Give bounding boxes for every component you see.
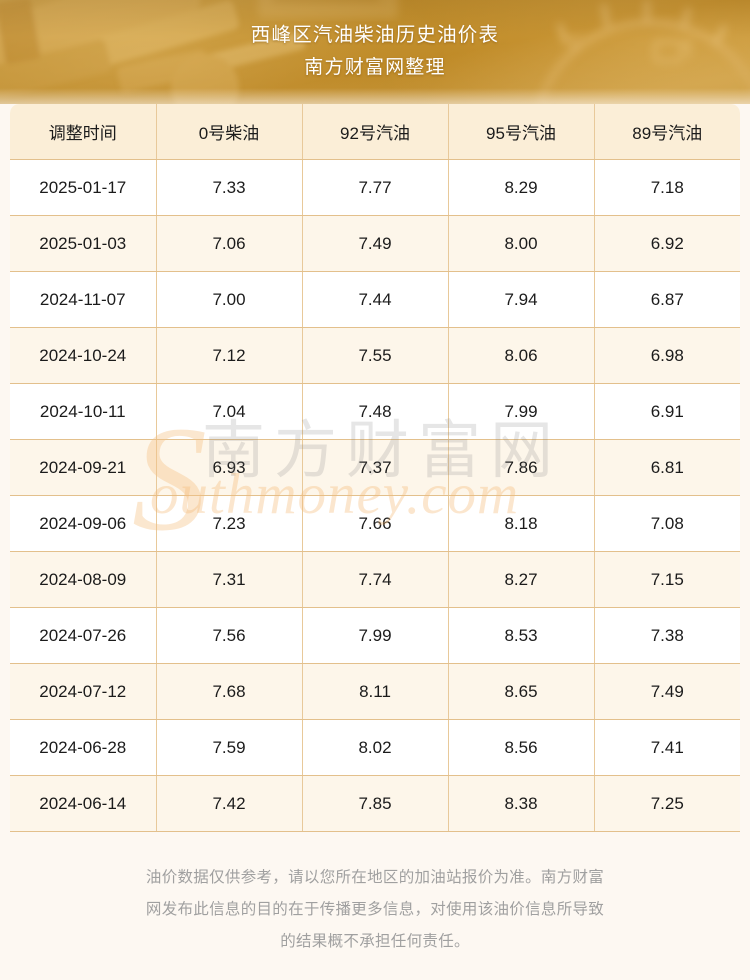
cell-gas89: 7.15 — [594, 551, 740, 608]
cell-diesel0: 7.04 — [156, 383, 303, 440]
column-header-gas89: 89号汽油 — [594, 104, 740, 160]
cell-gas89: 7.18 — [594, 159, 740, 216]
page-title: 西峰区汽油柴油历史油价表 — [250, 24, 500, 46]
column-header-gas92: 92号汽油 — [302, 104, 449, 160]
table-row: 2025-01-03 7.06 7.49 8.00 6.92 — [10, 215, 740, 272]
column-header-diesel0: 0号柴油 — [156, 104, 303, 160]
table-header-row: 调整时间 0号柴油 92号汽油 95号汽油 89号汽油 — [10, 104, 740, 160]
column-header-date: 调整时间 — [10, 104, 157, 160]
cell-date: 2024-07-12 — [10, 663, 157, 720]
cell-date: 2025-01-17 — [10, 159, 157, 216]
cell-gas92: 7.77 — [302, 159, 449, 216]
page-header-banner: F 西峰区汽油柴油历史油价表 南方财富网整理 — [0, 0, 750, 104]
cell-gas89: 6.98 — [594, 327, 740, 384]
cell-diesel0: 7.00 — [156, 271, 303, 328]
cell-diesel0: 7.59 — [156, 719, 303, 776]
cell-gas95: 8.18 — [448, 495, 595, 552]
cell-gas92: 7.48 — [302, 383, 449, 440]
fuel-price-history-table: 调整时间 0号柴油 92号汽油 95号汽油 89号汽油 2025-01-17 7.… — [10, 104, 740, 832]
cell-gas95: 8.65 — [448, 663, 595, 720]
cell-gas92: 7.49 — [302, 215, 449, 272]
cell-date: 2024-11-07 — [10, 271, 157, 328]
cell-date: 2024-09-06 — [10, 495, 157, 552]
cell-gas95: 7.86 — [448, 439, 595, 496]
cell-gas95: 8.38 — [448, 775, 595, 832]
table-row: 2024-06-28 7.59 8.02 8.56 7.41 — [10, 719, 740, 776]
cell-gas89: 7.38 — [594, 607, 740, 664]
cell-date: 2024-06-28 — [10, 719, 157, 776]
cell-gas95: 8.27 — [448, 551, 595, 608]
cell-gas89: 6.81 — [594, 439, 740, 496]
banner-overlay-gradient — [0, 0, 750, 104]
cell-gas95: 8.06 — [448, 327, 595, 384]
cell-date: 2025-01-03 — [10, 215, 157, 272]
cell-diesel0: 7.31 — [156, 551, 303, 608]
table-row: 2024-09-06 7.23 7.66 8.18 7.08 — [10, 495, 740, 552]
cell-gas92: 7.66 — [302, 495, 449, 552]
cell-gas92: 7.55 — [302, 327, 449, 384]
cell-gas95: 7.99 — [448, 383, 595, 440]
disclaimer-footer: 油价数据仅供参考，请以您所在地区的加油站报价为准。南方财富 网发布此信息的目的在… — [0, 862, 750, 958]
cell-gas95: 7.94 — [448, 271, 595, 328]
table-row: 2024-06-14 7.42 7.85 8.38 7.25 — [10, 775, 740, 832]
cell-diesel0: 7.33 — [156, 159, 303, 216]
cell-gas95: 8.53 — [448, 607, 595, 664]
cell-gas92: 7.74 — [302, 551, 449, 608]
table-row: 2024-09-21 6.93 7.37 7.86 6.81 — [10, 439, 740, 496]
cell-diesel0: 7.23 — [156, 495, 303, 552]
cell-gas89: 7.49 — [594, 663, 740, 720]
cell-diesel0: 7.12 — [156, 327, 303, 384]
cell-gas92: 7.85 — [302, 775, 449, 832]
cell-gas89: 6.91 — [594, 383, 740, 440]
cell-date: 2024-10-11 — [10, 383, 157, 440]
cell-gas89: 7.41 — [594, 719, 740, 776]
disclaimer-line-3: 的结果概不承担任何责任。 — [280, 933, 470, 950]
cell-gas92: 7.37 — [302, 439, 449, 496]
cell-gas89: 6.87 — [594, 271, 740, 328]
cell-diesel0: 7.68 — [156, 663, 303, 720]
table-row: 2025-01-17 7.33 7.77 8.29 7.18 — [10, 159, 740, 216]
disclaimer-line-1: 油价数据仅供参考，请以您所在地区的加油站报价为准。南方财富 — [145, 869, 605, 886]
cell-gas95: 8.00 — [448, 215, 595, 272]
cell-gas89: 7.25 — [594, 775, 740, 832]
cell-date: 2024-10-24 — [10, 327, 157, 384]
cell-gas89: 7.08 — [594, 495, 740, 552]
cell-gas89: 6.92 — [594, 215, 740, 272]
cell-diesel0: 7.42 — [156, 775, 303, 832]
table-header: 调整时间 0号柴油 92号汽油 95号汽油 89号汽油 — [10, 104, 740, 160]
cell-diesel0: 7.56 — [156, 607, 303, 664]
table-row: 2024-07-26 7.56 7.99 8.53 7.38 — [10, 607, 740, 664]
cell-gas95: 8.56 — [448, 719, 595, 776]
cell-diesel0: 7.06 — [156, 215, 303, 272]
cell-date: 2024-06-14 — [10, 775, 157, 832]
banner-title-group: 西峰区汽油柴油历史油价表 南方财富网整理 — [0, 20, 750, 83]
column-header-gas95: 95号汽油 — [448, 104, 595, 160]
cell-date: 2024-09-21 — [10, 439, 157, 496]
page-subtitle: 南方财富网整理 — [304, 57, 446, 78]
table-row: 2024-08-09 7.31 7.74 8.27 7.15 — [10, 551, 740, 608]
banner-bottom-fade — [0, 88, 750, 104]
cell-gas92: 8.02 — [302, 719, 449, 776]
cell-date: 2024-08-09 — [10, 551, 157, 608]
cell-gas92: 7.99 — [302, 607, 449, 664]
table-row: 2024-10-11 7.04 7.48 7.99 6.91 — [10, 383, 740, 440]
cell-gas92: 8.11 — [302, 663, 449, 720]
cell-diesel0: 6.93 — [156, 439, 303, 496]
cell-date: 2024-07-26 — [10, 607, 157, 664]
cell-gas95: 8.29 — [448, 159, 595, 216]
price-table-container: 调整时间 0号柴油 92号汽油 95号汽油 89号汽油 2025-01-17 7.… — [10, 104, 740, 832]
cell-gas92: 7.44 — [302, 271, 449, 328]
table-row: 2024-10-24 7.12 7.55 8.06 6.98 — [10, 327, 740, 384]
table-body: 2025-01-17 7.33 7.77 8.29 7.18 2025-01-03 7.06… — [10, 159, 740, 832]
table-row: 2024-07-12 7.68 8.11 8.65 7.49 — [10, 663, 740, 720]
table-row: 2024-11-07 7.00 7.44 7.94 6.87 — [10, 271, 740, 328]
disclaimer-line-2: 网发布此信息的目的在于传播更多信息，对使用该油价信息所导致 — [145, 901, 605, 918]
